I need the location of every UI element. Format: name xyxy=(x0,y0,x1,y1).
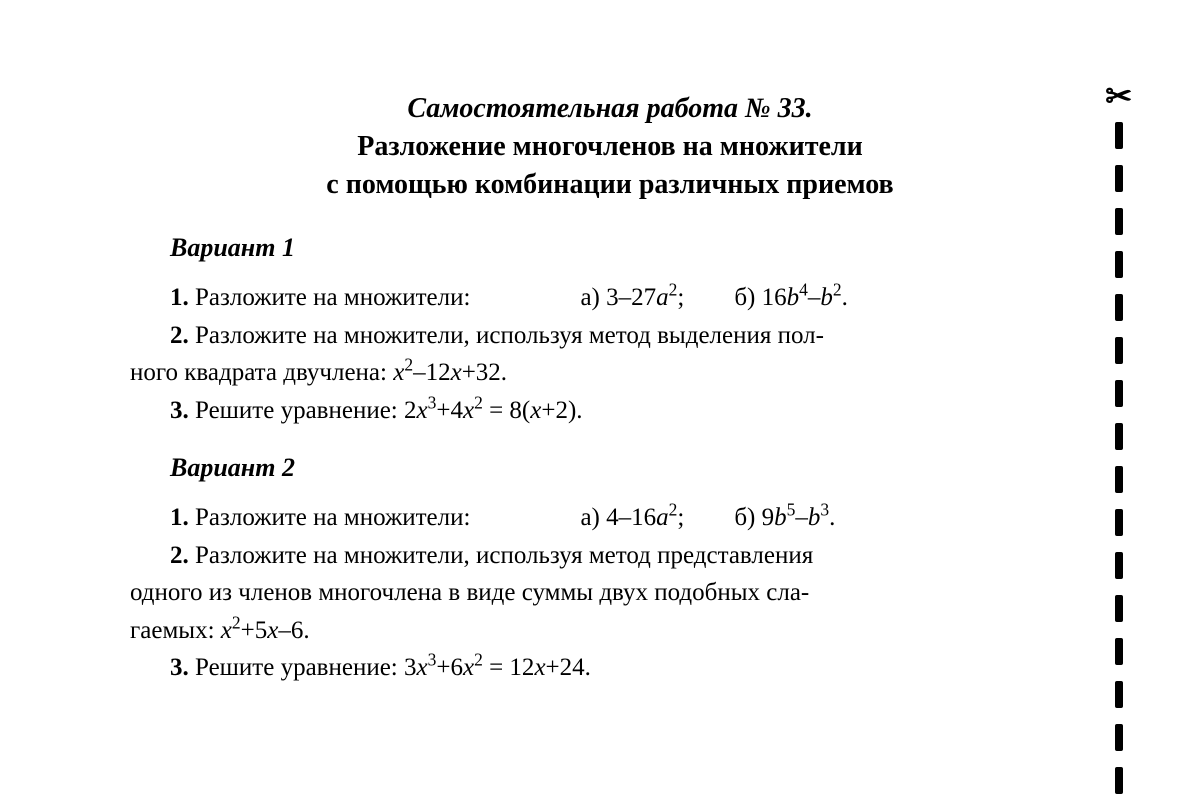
v2-problem-2-b: одного из членов многочлена в виде суммы… xyxy=(130,574,1090,612)
cut-dash xyxy=(1115,423,1123,450)
v1-problem-2-b: ного квадрата двучлена: x2–12x+32. xyxy=(130,354,1090,392)
variant-2-heading: Вариант 2 xyxy=(130,453,1090,483)
v1-problem-1: 1. Разложите на множители:а) 3–27a2;б) 1… xyxy=(130,279,1090,317)
cut-dash xyxy=(1115,509,1123,536)
scissors-icon: ✂ xyxy=(1105,80,1132,112)
cut-dash xyxy=(1115,380,1123,407)
cut-dash xyxy=(1115,595,1123,622)
v2-problem-3: 3. Решите уравнение: 3x3+6x2 = 12x+24. xyxy=(130,649,1090,687)
cut-dash xyxy=(1115,638,1123,665)
cut-dash xyxy=(1115,208,1123,235)
title-block: Самостоятельная работа № 33. Разложение … xyxy=(130,90,1090,203)
cut-dash xyxy=(1115,122,1123,149)
v2-problem-2-a: 2. Разложите на множители, используя мет… xyxy=(130,537,1090,575)
cut-dash xyxy=(1115,165,1123,192)
title-line-2: Разложение многочленов на множители xyxy=(130,128,1090,166)
cut-dash xyxy=(1115,251,1123,278)
v1-problem-3: 3. Решите уравнение: 2x3+4x2 = 8(x+2). xyxy=(130,392,1090,430)
cut-dash xyxy=(1115,724,1123,751)
v2-problem-1: 1. Разложите на множители:а) 4–16a2;б) 9… xyxy=(130,499,1090,537)
cut-dash xyxy=(1115,466,1123,493)
title-line-3: с помощью комбинации различных приемов xyxy=(130,166,1090,204)
cut-dash xyxy=(1115,681,1123,708)
cut-dash xyxy=(1115,337,1123,364)
v2-problem-2-c: гаемых: x2+5x–6. xyxy=(130,612,1090,650)
cut-line: ✂ xyxy=(1105,80,1132,810)
variant-1-heading: Вариант 1 xyxy=(130,233,1090,263)
title-line-1: Самостоятельная работа № 33. xyxy=(130,90,1090,128)
cut-dash xyxy=(1115,552,1123,579)
cut-dash xyxy=(1115,294,1123,321)
worksheet-content: Самостоятельная работа № 33. Разложение … xyxy=(130,90,1090,687)
v1-problem-2-a: 2. Разложите на множители, используя мет… xyxy=(130,317,1090,355)
cut-dash xyxy=(1115,767,1123,794)
